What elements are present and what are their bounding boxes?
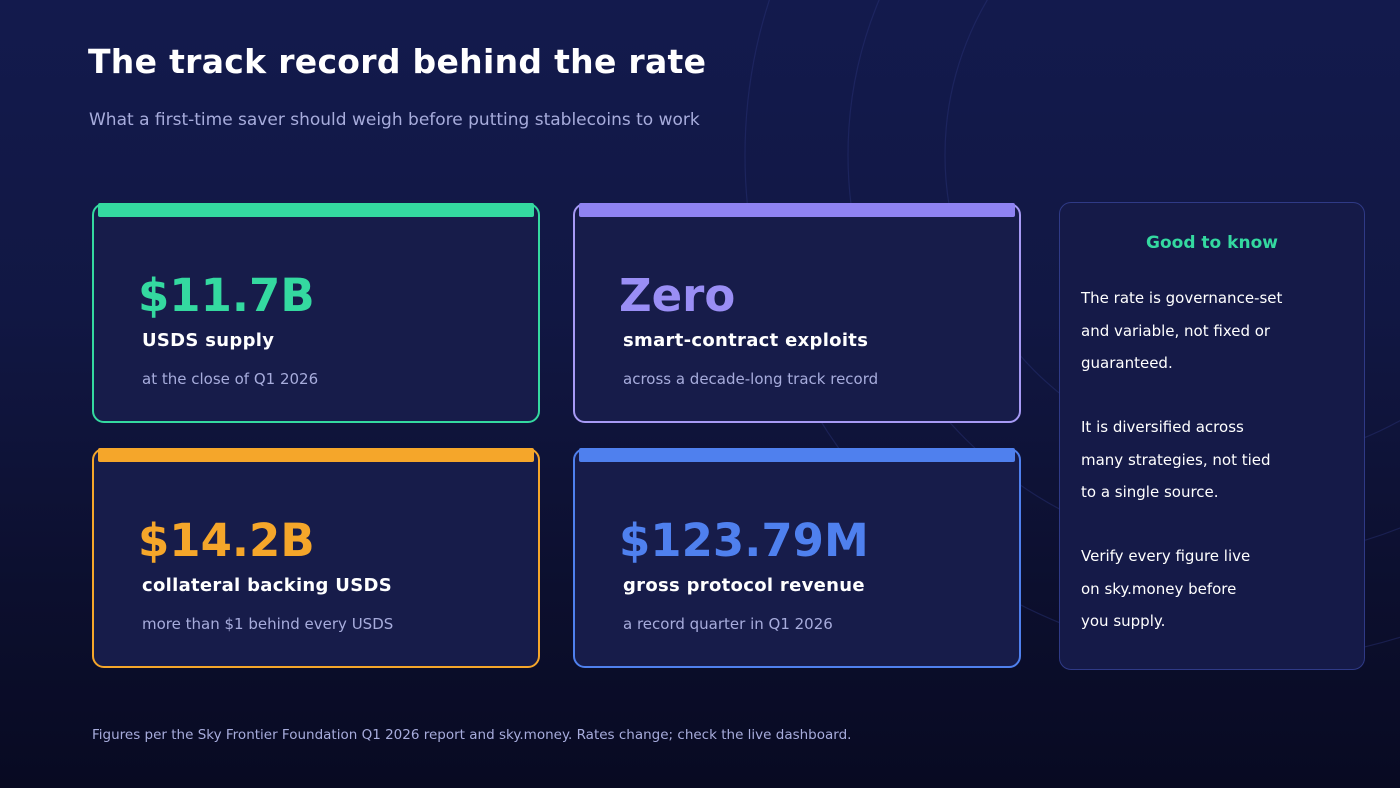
stat-value: $123.79M [619,514,869,567]
stat-description: across a decade-long track record [623,370,879,388]
stat-label: collateral backing USDS [142,575,392,596]
footnote: Figures per the Sky Frontier Foundation … [92,727,852,743]
stat-value: $11.7B [138,269,315,322]
panel-heading: Good to know [1146,233,1278,253]
page-subtitle: What a first-time saver should weigh bef… [89,110,700,130]
card-accent-bar [579,448,1015,462]
panel-paragraph: The rate is governance-set and variable,… [1081,289,1283,372]
stat-card-usds-supply: $11.7B USDS supply at the close of Q1 20… [92,203,540,423]
good-to-know-panel: Good to know The rate is governance-set … [1059,202,1365,670]
stat-description: at the close of Q1 2026 [142,370,319,388]
stat-value: $14.2B [138,514,315,567]
card-accent-bar [98,448,534,462]
card-accent-bar [579,203,1015,217]
stat-description: more than $1 behind every USDS [142,615,394,633]
panel-paragraph: Verify every figure live on sky.money be… [1081,547,1251,630]
panel-paragraph: It is diversified across many strategies… [1081,418,1271,501]
stat-card-collateral: $14.2B collateral backing USDS more than… [92,448,540,668]
stat-label: USDS supply [142,330,275,351]
stat-description: a record quarter in Q1 2026 [623,615,833,633]
card-accent-bar [98,203,534,217]
stat-value: Zero [619,269,736,322]
stat-label: smart-contract exploits [623,330,869,351]
stat-card-revenue: $123.79M gross protocol revenue a record… [573,448,1021,668]
stat-card-exploits: Zero smart-contract exploits across a de… [573,203,1021,423]
stat-label: gross protocol revenue [623,575,865,596]
page-title: The track record behind the rate [88,42,707,81]
